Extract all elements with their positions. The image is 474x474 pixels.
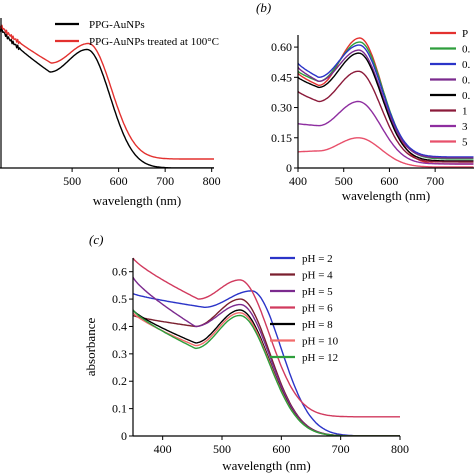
series-line-5 <box>298 52 474 162</box>
y-tick-label: 0 <box>286 161 292 175</box>
series-line-2 <box>0 24 214 160</box>
y-tick-label: 0.6 <box>112 265 127 279</box>
legend-label: pH = 10 <box>302 336 339 348</box>
x-tick-label: 600 <box>110 174 128 188</box>
y-tick-label: 0.45 <box>271 70 292 84</box>
curves-group <box>133 257 400 436</box>
panel-label: (c) <box>89 232 103 247</box>
legend-label: pH = 8 <box>302 319 333 331</box>
x-tick-label: 600 <box>380 174 398 188</box>
legend: PPG-AuNPs PPG-AuNPs treated at 100°C <box>55 19 219 48</box>
x-tick-label: 600 <box>272 442 290 456</box>
y-axis-label: absorbance <box>83 318 98 377</box>
x-tick-label: 400 <box>289 174 307 188</box>
legend-label: PPG-AuNPs treated at 100°C <box>89 36 219 48</box>
y-tick-label: 0 <box>121 429 127 443</box>
legend: pH = 2 pH = 4 pH = 5 pH = 6 pH = 8 pH = 10 pH … <box>270 253 339 364</box>
x-tick-label: 700 <box>426 174 444 188</box>
x-tick-label: 800 <box>203 174 221 188</box>
legend-label: 5 <box>462 137 468 149</box>
legend-label: 0. <box>462 59 471 71</box>
series-line-6 <box>133 312 400 436</box>
legend-label: PPG-AuNPs <box>89 19 145 31</box>
legend-label: pH = 2 <box>302 253 333 265</box>
y-tick-label: 0.1 <box>112 402 127 416</box>
x-axis-label: wavelength (nm) <box>222 458 310 473</box>
y-tick-label: 0.4 <box>112 319 127 333</box>
y-tick-label: 0.2 <box>112 374 127 388</box>
y-tick-label: 0.60 <box>271 40 292 54</box>
chart-panel-2: 400 500 600 70000.150.300.450.60wavelength … <box>256 0 474 203</box>
y-tick-label: 0.3 <box>112 347 127 361</box>
x-tick-label: 500 <box>335 174 353 188</box>
legend-label: P <box>462 28 468 40</box>
chart-panel-3: 400 500 600 700 800 0 0.1 0.2 0.3 0.4 0.5 0.6 wavele… <box>83 232 409 473</box>
legend-label: pH = 6 <box>302 303 333 315</box>
legend-label: 0. <box>462 44 471 56</box>
series-line-3 <box>298 44 474 158</box>
series-line-2 <box>133 298 400 436</box>
series-line-4 <box>133 257 400 418</box>
legend-label: 0. <box>462 90 471 102</box>
series-line-8 <box>298 137 474 168</box>
series-line-6 <box>298 70 474 163</box>
legend-label: 3 <box>462 121 468 133</box>
series-line-7 <box>298 100 474 165</box>
x-tick-label: 400 <box>154 442 172 456</box>
legend-label: 0. <box>462 75 471 87</box>
legend-label: pH = 12 <box>302 352 338 364</box>
x-axis-label: wavelength (nm) <box>342 188 430 203</box>
x-axis-label: wavelength (nm) <box>93 193 181 208</box>
x-tick-label: 800 <box>391 442 409 456</box>
series-line-1 <box>0 27 214 168</box>
x-tick-label: 500 <box>213 442 231 456</box>
y-tick-label: 0.5 <box>112 292 127 306</box>
curves-group <box>298 37 474 168</box>
panel-label: (b) <box>256 0 271 15</box>
legend-label: pH = 5 <box>302 286 333 298</box>
series-line-4 <box>298 49 474 159</box>
legend: P 0. 0. 0. 0. 1 3 5 <box>430 28 471 149</box>
y-tick-label: 0.15 <box>271 131 292 145</box>
legend-label: 1 <box>462 106 468 118</box>
legend-label: pH = 4 <box>302 270 333 282</box>
x-tick-label: 700 <box>332 442 350 456</box>
x-tick-label: 500 <box>63 174 81 188</box>
x-tick-label: 700 <box>156 174 174 188</box>
y-tick-label: 0.30 <box>271 101 292 115</box>
